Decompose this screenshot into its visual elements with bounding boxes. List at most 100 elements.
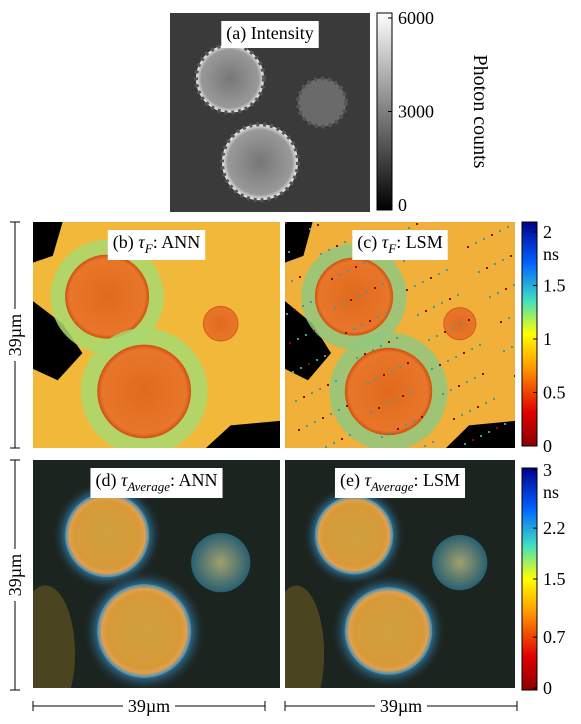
noise (305, 334, 307, 336)
noise (366, 291, 368, 293)
noise (430, 277, 432, 279)
noise (358, 295, 360, 297)
noise (306, 425, 308, 427)
cell (65, 493, 149, 577)
noise (493, 398, 495, 400)
noise (370, 411, 372, 413)
noise (327, 384, 329, 386)
noise (399, 366, 401, 368)
noise (425, 310, 427, 312)
tick-label: 0 (543, 678, 552, 698)
noise (407, 362, 409, 364)
noise (405, 424, 407, 426)
noise (472, 439, 474, 441)
cell (222, 124, 298, 200)
noise (452, 327, 454, 329)
noise (489, 296, 491, 298)
noise (482, 373, 484, 375)
noise (479, 344, 481, 346)
noise (350, 299, 352, 301)
noise (374, 287, 376, 289)
cell (196, 45, 264, 113)
scale-label: 39µm (5, 554, 25, 596)
noise (466, 381, 468, 383)
noise (480, 435, 482, 437)
tick-label: 0 (543, 436, 552, 456)
noise (380, 345, 382, 347)
noise (491, 234, 493, 236)
noise (311, 392, 313, 394)
panel-label: (a) Intensity (226, 23, 313, 44)
noise (431, 368, 433, 370)
label-suffix: : ANN (153, 232, 201, 252)
noise (514, 375, 516, 377)
noise (344, 241, 346, 243)
noise (292, 371, 294, 373)
noise (310, 301, 312, 303)
noise (309, 228, 311, 230)
scale-label: 39µm (128, 696, 170, 716)
noise (436, 335, 438, 337)
noise (441, 302, 443, 304)
noise (336, 245, 338, 247)
noise (494, 263, 496, 265)
noise (316, 359, 318, 361)
image-panel (269, 460, 515, 719)
noise (334, 307, 336, 309)
noise (397, 428, 399, 430)
noise (394, 399, 396, 401)
label-subscript: Average (370, 479, 414, 494)
noise (413, 420, 415, 422)
noise (353, 328, 355, 330)
noise (302, 305, 304, 307)
tick-label: 2.2 (543, 518, 566, 538)
noise (303, 396, 305, 398)
noise (460, 323, 462, 325)
noise (463, 352, 465, 354)
noise (367, 382, 369, 384)
noise (502, 259, 504, 261)
images (16, 13, 516, 719)
noise (499, 230, 501, 232)
noise (474, 377, 476, 379)
noise (417, 314, 419, 316)
noise (513, 284, 515, 286)
noise (449, 298, 451, 300)
noise (386, 403, 388, 405)
noise (285, 222, 287, 224)
noise (469, 410, 471, 412)
noise (383, 374, 385, 376)
noise (483, 238, 485, 240)
noise (339, 274, 341, 276)
noise (475, 242, 477, 244)
label-prefix: (b) (113, 232, 139, 253)
noise (369, 320, 371, 322)
label-prefix: (a) Intensity (226, 23, 313, 44)
noise (363, 262, 365, 264)
noise (364, 353, 366, 355)
noise (355, 266, 357, 268)
cell (97, 345, 191, 439)
noise (324, 355, 326, 357)
noise (461, 414, 463, 416)
noise (361, 324, 363, 326)
label-prefix: (e) (340, 470, 364, 491)
noise (414, 285, 416, 287)
noise (319, 388, 321, 390)
noise (503, 350, 505, 352)
noise (297, 338, 299, 340)
noise (341, 438, 343, 440)
noise (388, 341, 390, 343)
tick-label: 6000 (398, 8, 434, 28)
noise (314, 421, 316, 423)
cell (443, 307, 476, 340)
noise (372, 349, 374, 351)
tick-label: 0.7 (543, 627, 566, 647)
label-suffix: : LSM (396, 232, 443, 252)
noise (333, 442, 335, 444)
noise (381, 436, 383, 438)
cell (432, 535, 487, 590)
noise (378, 407, 380, 409)
noise (299, 276, 301, 278)
noise (457, 294, 459, 296)
